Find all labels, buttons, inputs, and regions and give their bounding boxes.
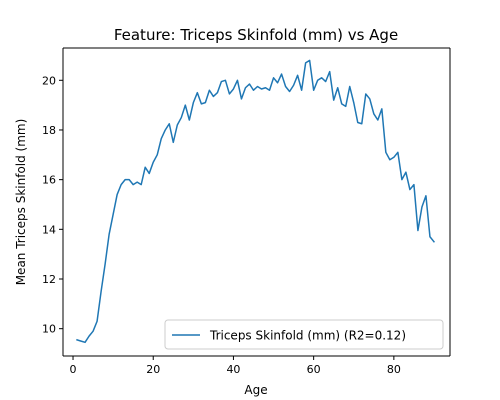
y-tick-label: 10 [42,323,56,336]
y-tick-label: 18 [42,124,56,137]
x-axis-ticks: 0 20 40 60 80 [70,356,401,376]
x-tick-label: 40 [226,363,240,376]
y-axis-label: Mean Triceps Skinfold (mm) [14,119,28,286]
legend-entry-label: Triceps Skinfold (mm) (R2=0.12) [209,329,406,343]
y-tick-label: 14 [42,223,56,236]
y-tick-label: 12 [42,273,56,286]
x-tick-label: 0 [70,363,77,376]
legend: Triceps Skinfold (mm) (R2=0.12) [164,319,444,350]
x-tick-label: 80 [387,363,401,376]
x-axis-label: Age [244,383,267,397]
legend-box [164,319,444,350]
plot-frame [62,47,451,357]
series-line [76,59,436,344]
plot-background [63,48,450,356]
x-tick-label: 60 [307,363,321,376]
y-tick-label: 16 [42,174,56,187]
y-axis-ticks: 10 12 14 16 18 20 [42,74,63,336]
x-tick-label: 20 [146,363,160,376]
chart-title: Feature: Triceps Skinfold (mm) vs Age [114,26,398,44]
y-tick-label: 20 [42,74,56,87]
plot-area [63,48,450,356]
series-layer [76,59,436,344]
